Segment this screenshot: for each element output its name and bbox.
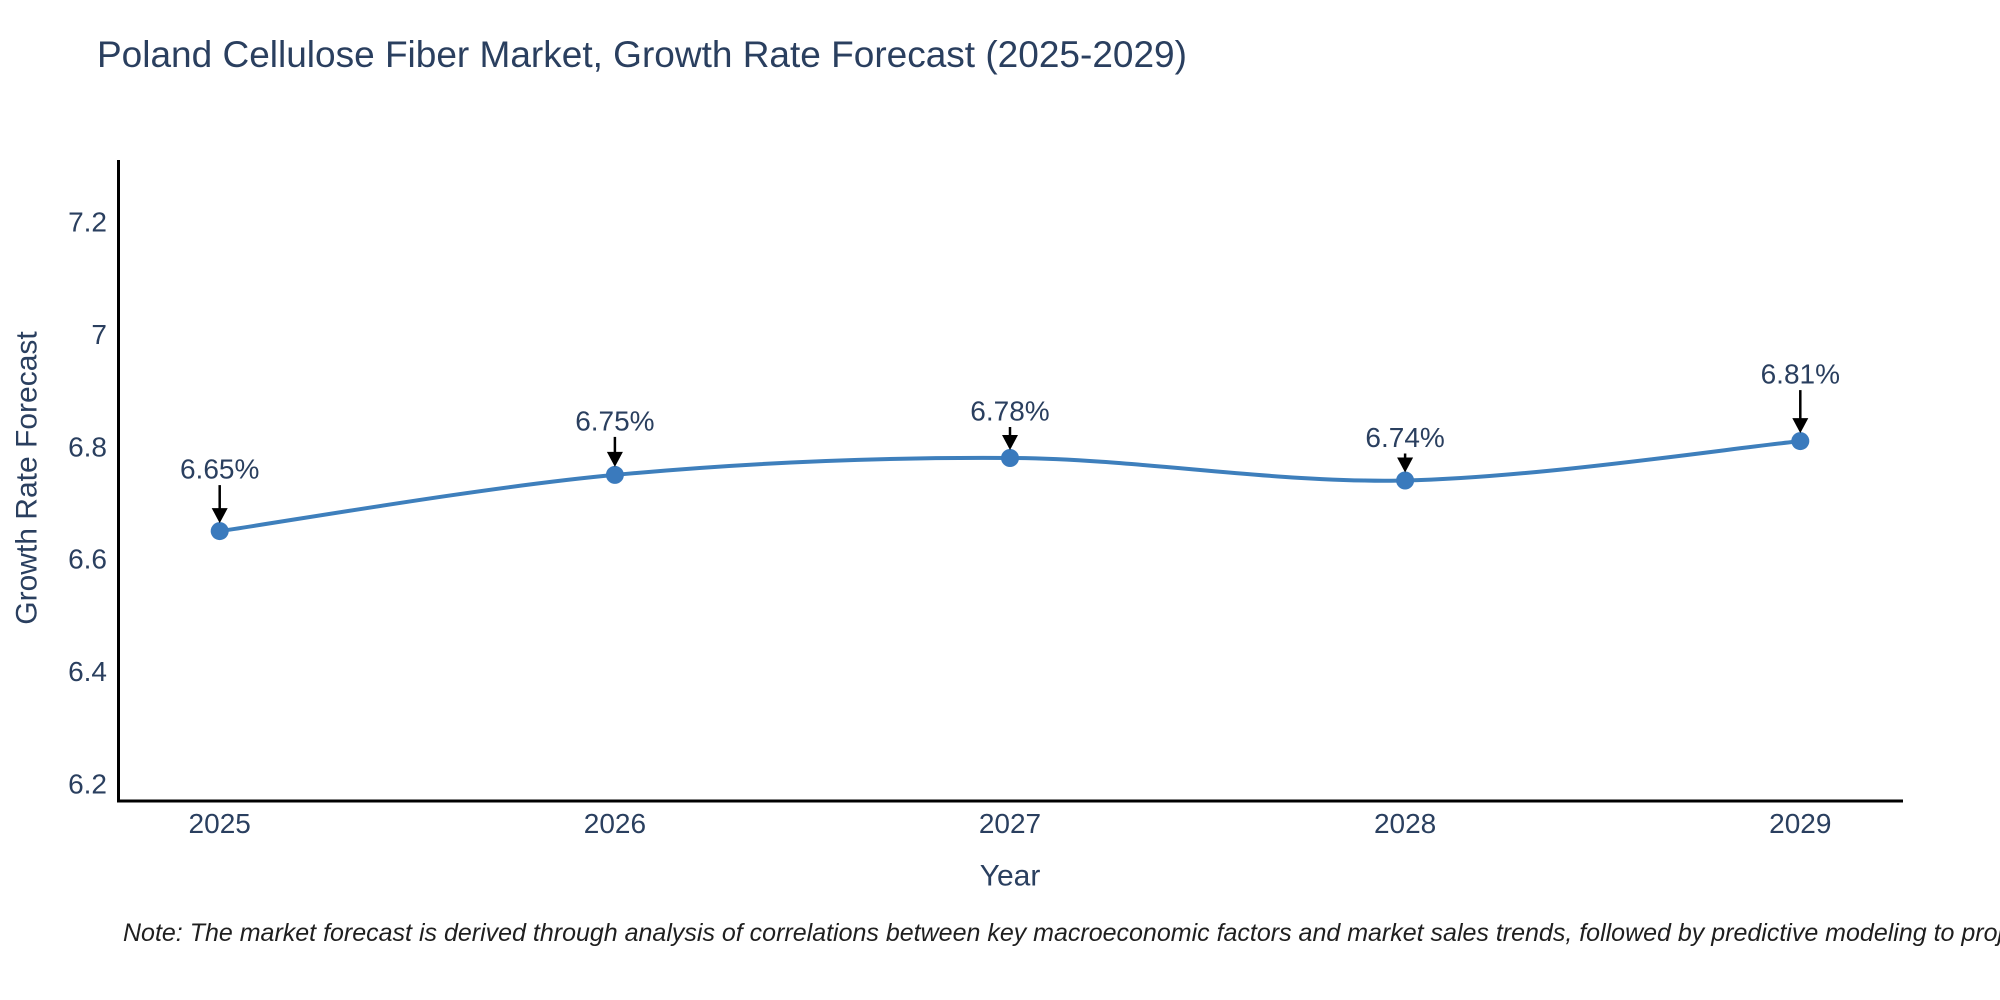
y-tick-label: 6.2	[68, 769, 107, 800]
annotation-label: 6.78%	[970, 396, 1049, 427]
data-point-marker	[210, 522, 229, 541]
chart-title: Poland Cellulose Fiber Market, Growth Ra…	[97, 34, 1187, 75]
x-tick-label: 2028	[1374, 808, 1436, 839]
data-point-marker	[605, 465, 624, 484]
annotation-label: 6.81%	[1761, 359, 1840, 390]
x-tick-label: 2029	[1769, 808, 1831, 839]
y-tick-label: 6.4	[68, 656, 107, 687]
annotation-arrowhead-icon	[1002, 435, 1018, 450]
x-tick-label: 2027	[979, 808, 1041, 839]
annotation-arrowhead-icon	[606, 451, 623, 467]
y-tick-label: 7	[91, 319, 107, 350]
annotation-arrowhead-icon	[1792, 418, 1809, 434]
y-tick-label: 6.8	[68, 431, 107, 462]
annotation-label: 6.74%	[1365, 422, 1444, 453]
data-point-marker	[1791, 432, 1810, 451]
annotation-label: 6.65%	[180, 454, 259, 485]
x-tick-label: 2026	[584, 808, 646, 839]
data-point-marker	[1396, 471, 1415, 490]
y-axis-title: Growth Rate Forecast	[11, 331, 44, 625]
annotation-label: 6.75%	[575, 405, 654, 436]
note-text: Note: The market forecast is derived thr…	[123, 919, 2000, 947]
annotation-arrowhead-icon	[211, 508, 228, 524]
y-tick-label: 7.2	[68, 206, 107, 237]
x-tick-label: 2025	[189, 808, 251, 839]
x-axis-title: Year	[980, 860, 1041, 893]
data-point-marker	[1001, 449, 1019, 467]
y-tick-label: 6.6	[68, 544, 107, 575]
annotation-arrowhead-icon	[1397, 457, 1414, 473]
